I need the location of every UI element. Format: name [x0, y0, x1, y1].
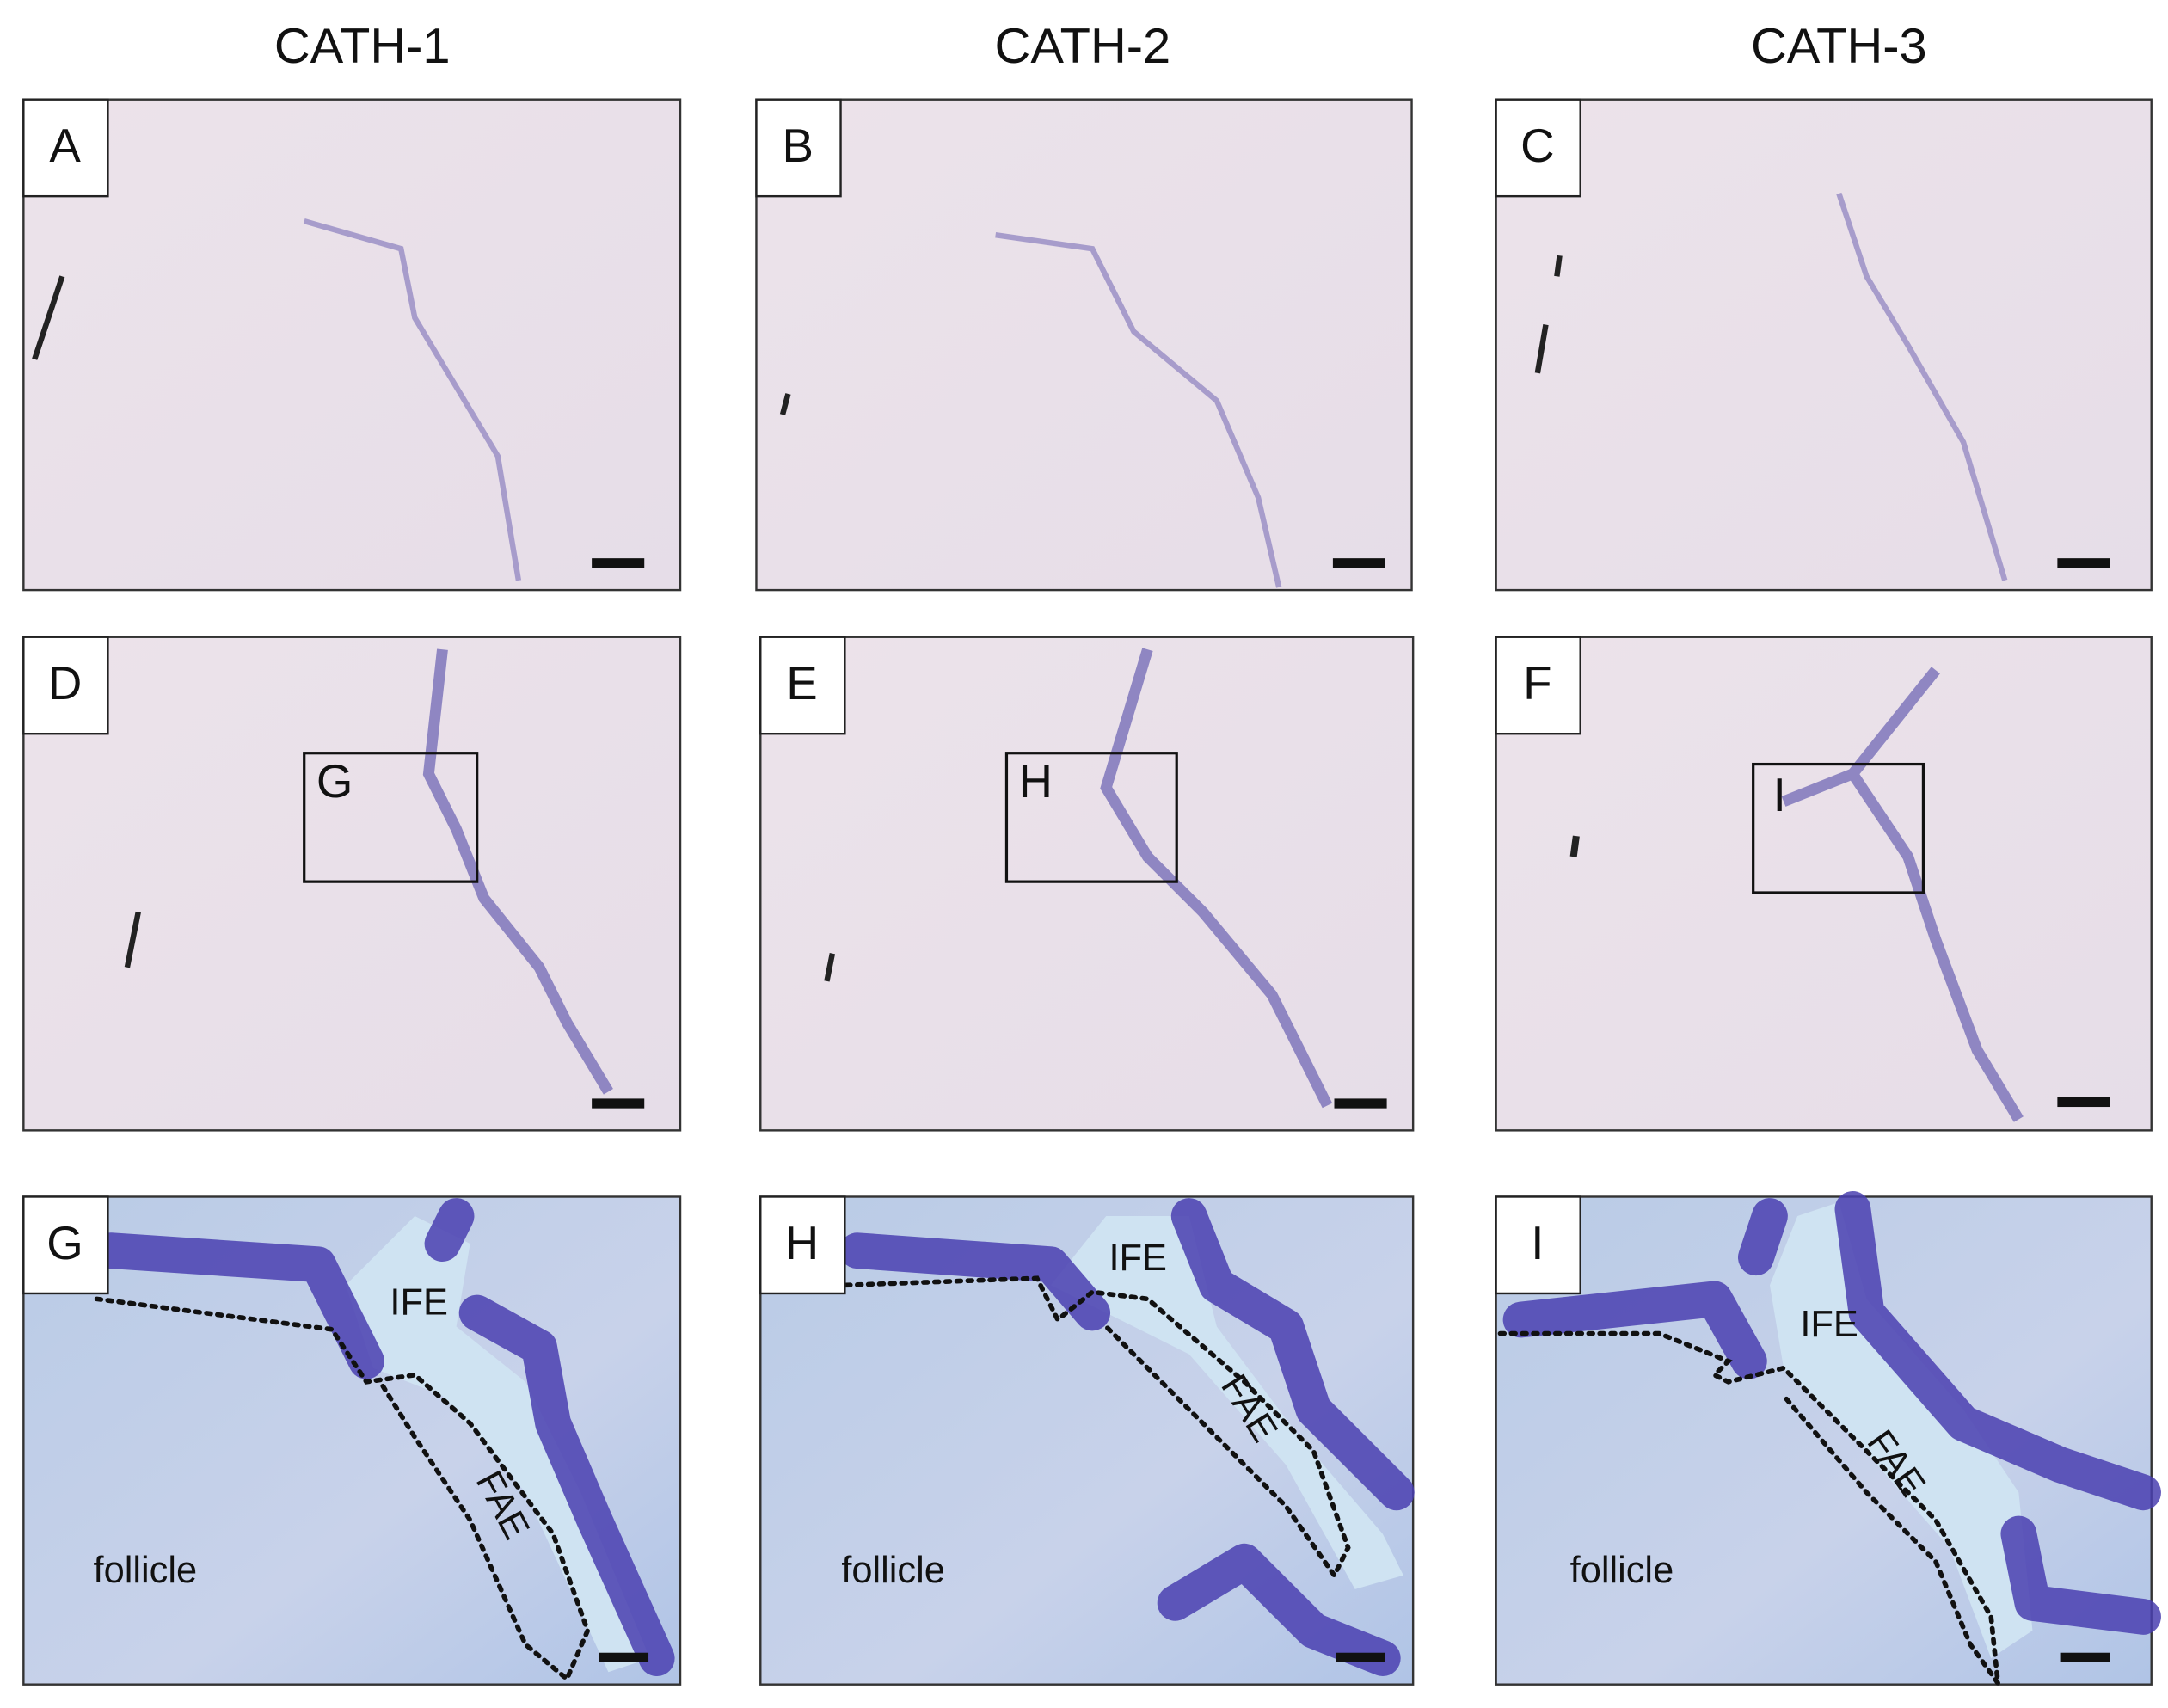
panel-letter: I [1531, 1217, 1544, 1269]
panel-letter: D [48, 657, 82, 710]
inset-label: I [1773, 769, 1786, 821]
panel-letter: C [1520, 120, 1554, 172]
region-label: IFE [1109, 1238, 1167, 1279]
column-header: CATH-1 [274, 19, 451, 74]
region-label: follicle [841, 1550, 945, 1591]
column-header: CATH-2 [995, 19, 1171, 74]
panel-letter-box [22, 98, 109, 198]
panel [22, 1195, 682, 1686]
panel [22, 636, 682, 1132]
inset-label: H [1018, 755, 1052, 808]
panel-letter-box [755, 98, 842, 198]
region-label: IFE [1800, 1304, 1858, 1345]
panel [755, 98, 1413, 592]
panel-letter: G [46, 1217, 83, 1269]
inset-label: G [316, 755, 353, 808]
panel-letter-box [22, 636, 109, 735]
panel-letter: B [782, 120, 813, 172]
inset-box [1752, 762, 1925, 894]
panel-letter: F [1523, 657, 1551, 710]
panel-letter-box [22, 1195, 109, 1295]
panel-letter-box [759, 1195, 846, 1295]
inset-box [303, 752, 479, 883]
panel-letter-box [759, 636, 846, 735]
panel [759, 1195, 1415, 1686]
region-label: IFE [390, 1281, 448, 1323]
panel [1495, 1191, 2161, 1693]
panel-letter-box [1495, 1195, 1581, 1295]
region-label: follicle [94, 1550, 198, 1591]
panel [759, 636, 1415, 1132]
inset-box [1004, 752, 1178, 883]
panel-letter: A [49, 120, 81, 172]
panel-letter-box [1495, 98, 1581, 198]
panel-letter-box [1495, 636, 1581, 735]
panel-letter: E [786, 657, 817, 710]
region-label: follicle [1570, 1550, 1674, 1591]
panel-letter: H [785, 1217, 819, 1269]
panel [22, 98, 682, 592]
column-header: CATH-3 [1751, 19, 1927, 74]
panel [1495, 636, 2153, 1132]
panel [1495, 98, 2153, 592]
